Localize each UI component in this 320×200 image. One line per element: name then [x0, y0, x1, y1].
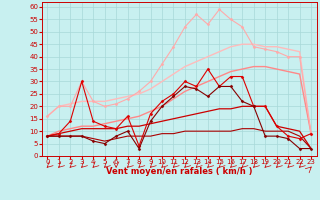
X-axis label: Vent moyen/en rafales ( km/h ): Vent moyen/en rafales ( km/h )	[106, 167, 252, 176]
